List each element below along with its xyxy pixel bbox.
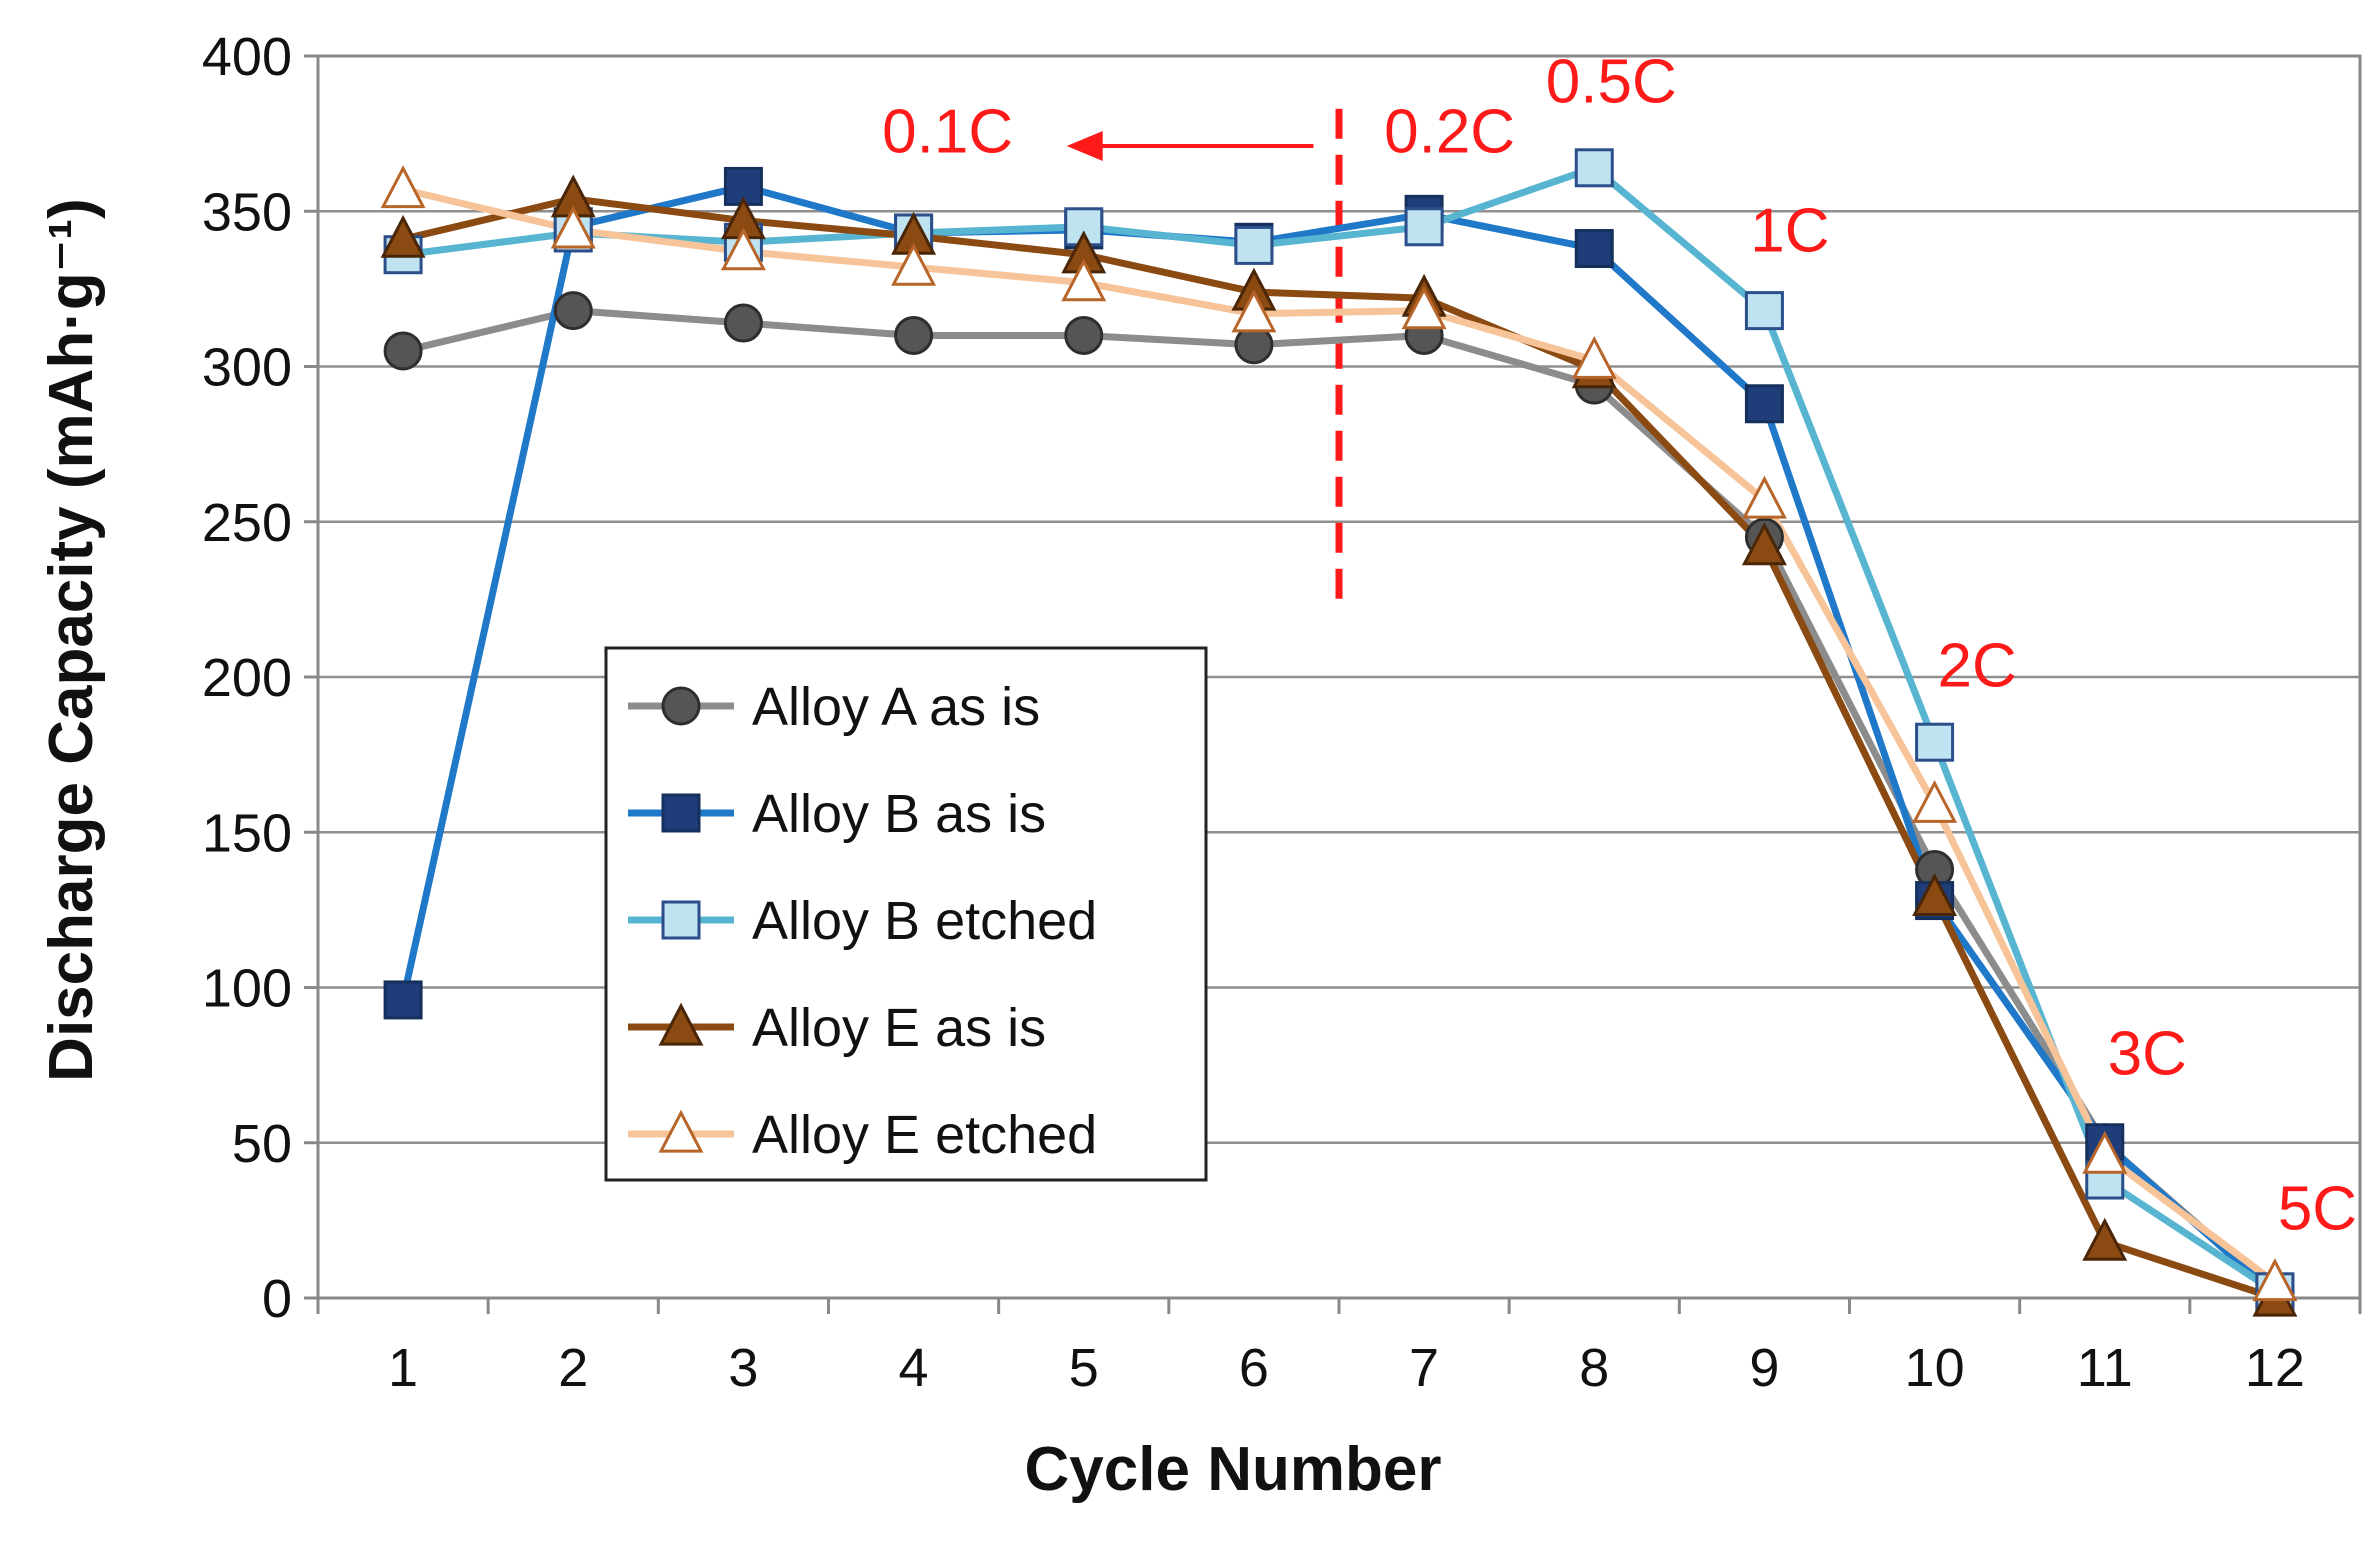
data-point xyxy=(1231,289,1277,333)
data-point xyxy=(661,686,701,726)
y-axis-title: Discharge Capacity (mAh·g⁻¹) xyxy=(37,198,106,1082)
x-tick-label: 12 xyxy=(2245,1338,2305,1398)
x-axis: 1 2 3 4 5 6 7 8 9 10 11 12 xyxy=(316,1298,2362,1398)
rate-annotations: 0.1C 0.2C 0.5C 1C 2C 3C 5C xyxy=(882,48,2357,1244)
legend: Alloy A as is Alloy B as is Alloy B etched… xyxy=(604,646,1208,1182)
series-line xyxy=(402,307,2278,1295)
y-tick-label: 300 xyxy=(202,338,292,398)
legend-label: Alloy B etched xyxy=(752,891,1097,951)
data-point xyxy=(380,214,426,258)
y-tick-label: 0 xyxy=(262,1269,292,1329)
series-line xyxy=(399,182,2278,1298)
data-point xyxy=(1915,722,1955,762)
x-axis-title: Cycle Number xyxy=(1025,1435,1442,1504)
data-point xyxy=(1234,225,1274,265)
y-axis: 0 50 100 150 200 250 300 350 400 xyxy=(202,27,318,1329)
series-lines xyxy=(399,164,2278,1302)
data-point xyxy=(2252,1258,2298,1302)
x-tick-label: 3 xyxy=(728,1338,758,1398)
data-point xyxy=(720,227,766,271)
x-tick-label: 4 xyxy=(899,1338,929,1398)
legend-label: Alloy E etched xyxy=(752,1105,1097,1165)
rate-annotation: 0.1C xyxy=(882,97,1013,166)
data-point xyxy=(1404,207,1444,247)
data-point xyxy=(1744,384,1784,424)
x-tick-label: 9 xyxy=(1749,1338,1779,1398)
data-point xyxy=(550,205,596,249)
x-tick-label: 11 xyxy=(2077,1338,2133,1398)
data-point xyxy=(1401,286,1447,330)
y-tick-label: 250 xyxy=(202,493,292,553)
data-point xyxy=(894,315,934,355)
y-tick-label: 200 xyxy=(202,648,292,708)
y-tick-label: 50 xyxy=(232,1114,292,1174)
rate-annotation: 0.2C xyxy=(1384,97,1515,166)
y-tick-label: 150 xyxy=(202,803,292,863)
data-point xyxy=(658,1002,704,1046)
legend-label: Alloy B as is xyxy=(752,784,1046,844)
series-line xyxy=(402,195,2277,1302)
data-point xyxy=(1912,873,1958,917)
data-point xyxy=(1061,258,1107,302)
x-tick-label: 1 xyxy=(388,1338,418,1398)
data-point xyxy=(1912,779,1958,823)
x-tick-label: 8 xyxy=(1579,1338,1609,1398)
data-point xyxy=(1064,315,1104,355)
x-tick-label: 2 xyxy=(558,1338,588,1398)
rate-annotation: 2C xyxy=(1937,631,2016,700)
y-tick-label: 100 xyxy=(202,959,292,1019)
data-point xyxy=(383,331,423,371)
data-point xyxy=(658,1109,704,1153)
data-point xyxy=(723,303,763,343)
x-tick-label: 6 xyxy=(1239,1338,1269,1398)
y-tick-label: 350 xyxy=(202,182,292,242)
y-tick-label: 400 xyxy=(202,27,292,87)
data-point xyxy=(2082,1130,2128,1174)
rate-annotation: 5C xyxy=(2278,1175,2357,1244)
data-point xyxy=(380,165,426,209)
data-point xyxy=(661,793,701,833)
data-point xyxy=(553,291,593,331)
data-point xyxy=(1574,229,1614,269)
series-line xyxy=(402,164,2277,1295)
data-point xyxy=(2082,1217,2128,1261)
data-point xyxy=(1741,475,1787,519)
rate-annotation: 3C xyxy=(2108,1019,2187,1088)
legend-label: Alloy E as is xyxy=(752,998,1046,1058)
data-point xyxy=(661,900,701,940)
x-tick-label: 10 xyxy=(1905,1338,1965,1398)
data-point xyxy=(1574,148,1614,188)
series-line xyxy=(402,186,2278,1286)
rate-annotation: 0.5C xyxy=(1546,48,1677,117)
data-point xyxy=(1571,335,1617,379)
data-point xyxy=(891,242,937,286)
rate-divider xyxy=(1066,108,1343,606)
rate-annotation: 1C xyxy=(1750,197,1829,266)
x-tick-label: 5 xyxy=(1069,1338,1099,1398)
data-point xyxy=(1744,291,1784,331)
legend-label: Alloy A as is xyxy=(752,677,1040,737)
series-markers xyxy=(380,148,2298,1317)
data-point xyxy=(383,980,423,1020)
arrow-head xyxy=(1066,131,1103,162)
data-point xyxy=(1741,522,1787,566)
legend-box xyxy=(604,646,1208,1182)
x-tick-label: 7 xyxy=(1409,1338,1439,1398)
